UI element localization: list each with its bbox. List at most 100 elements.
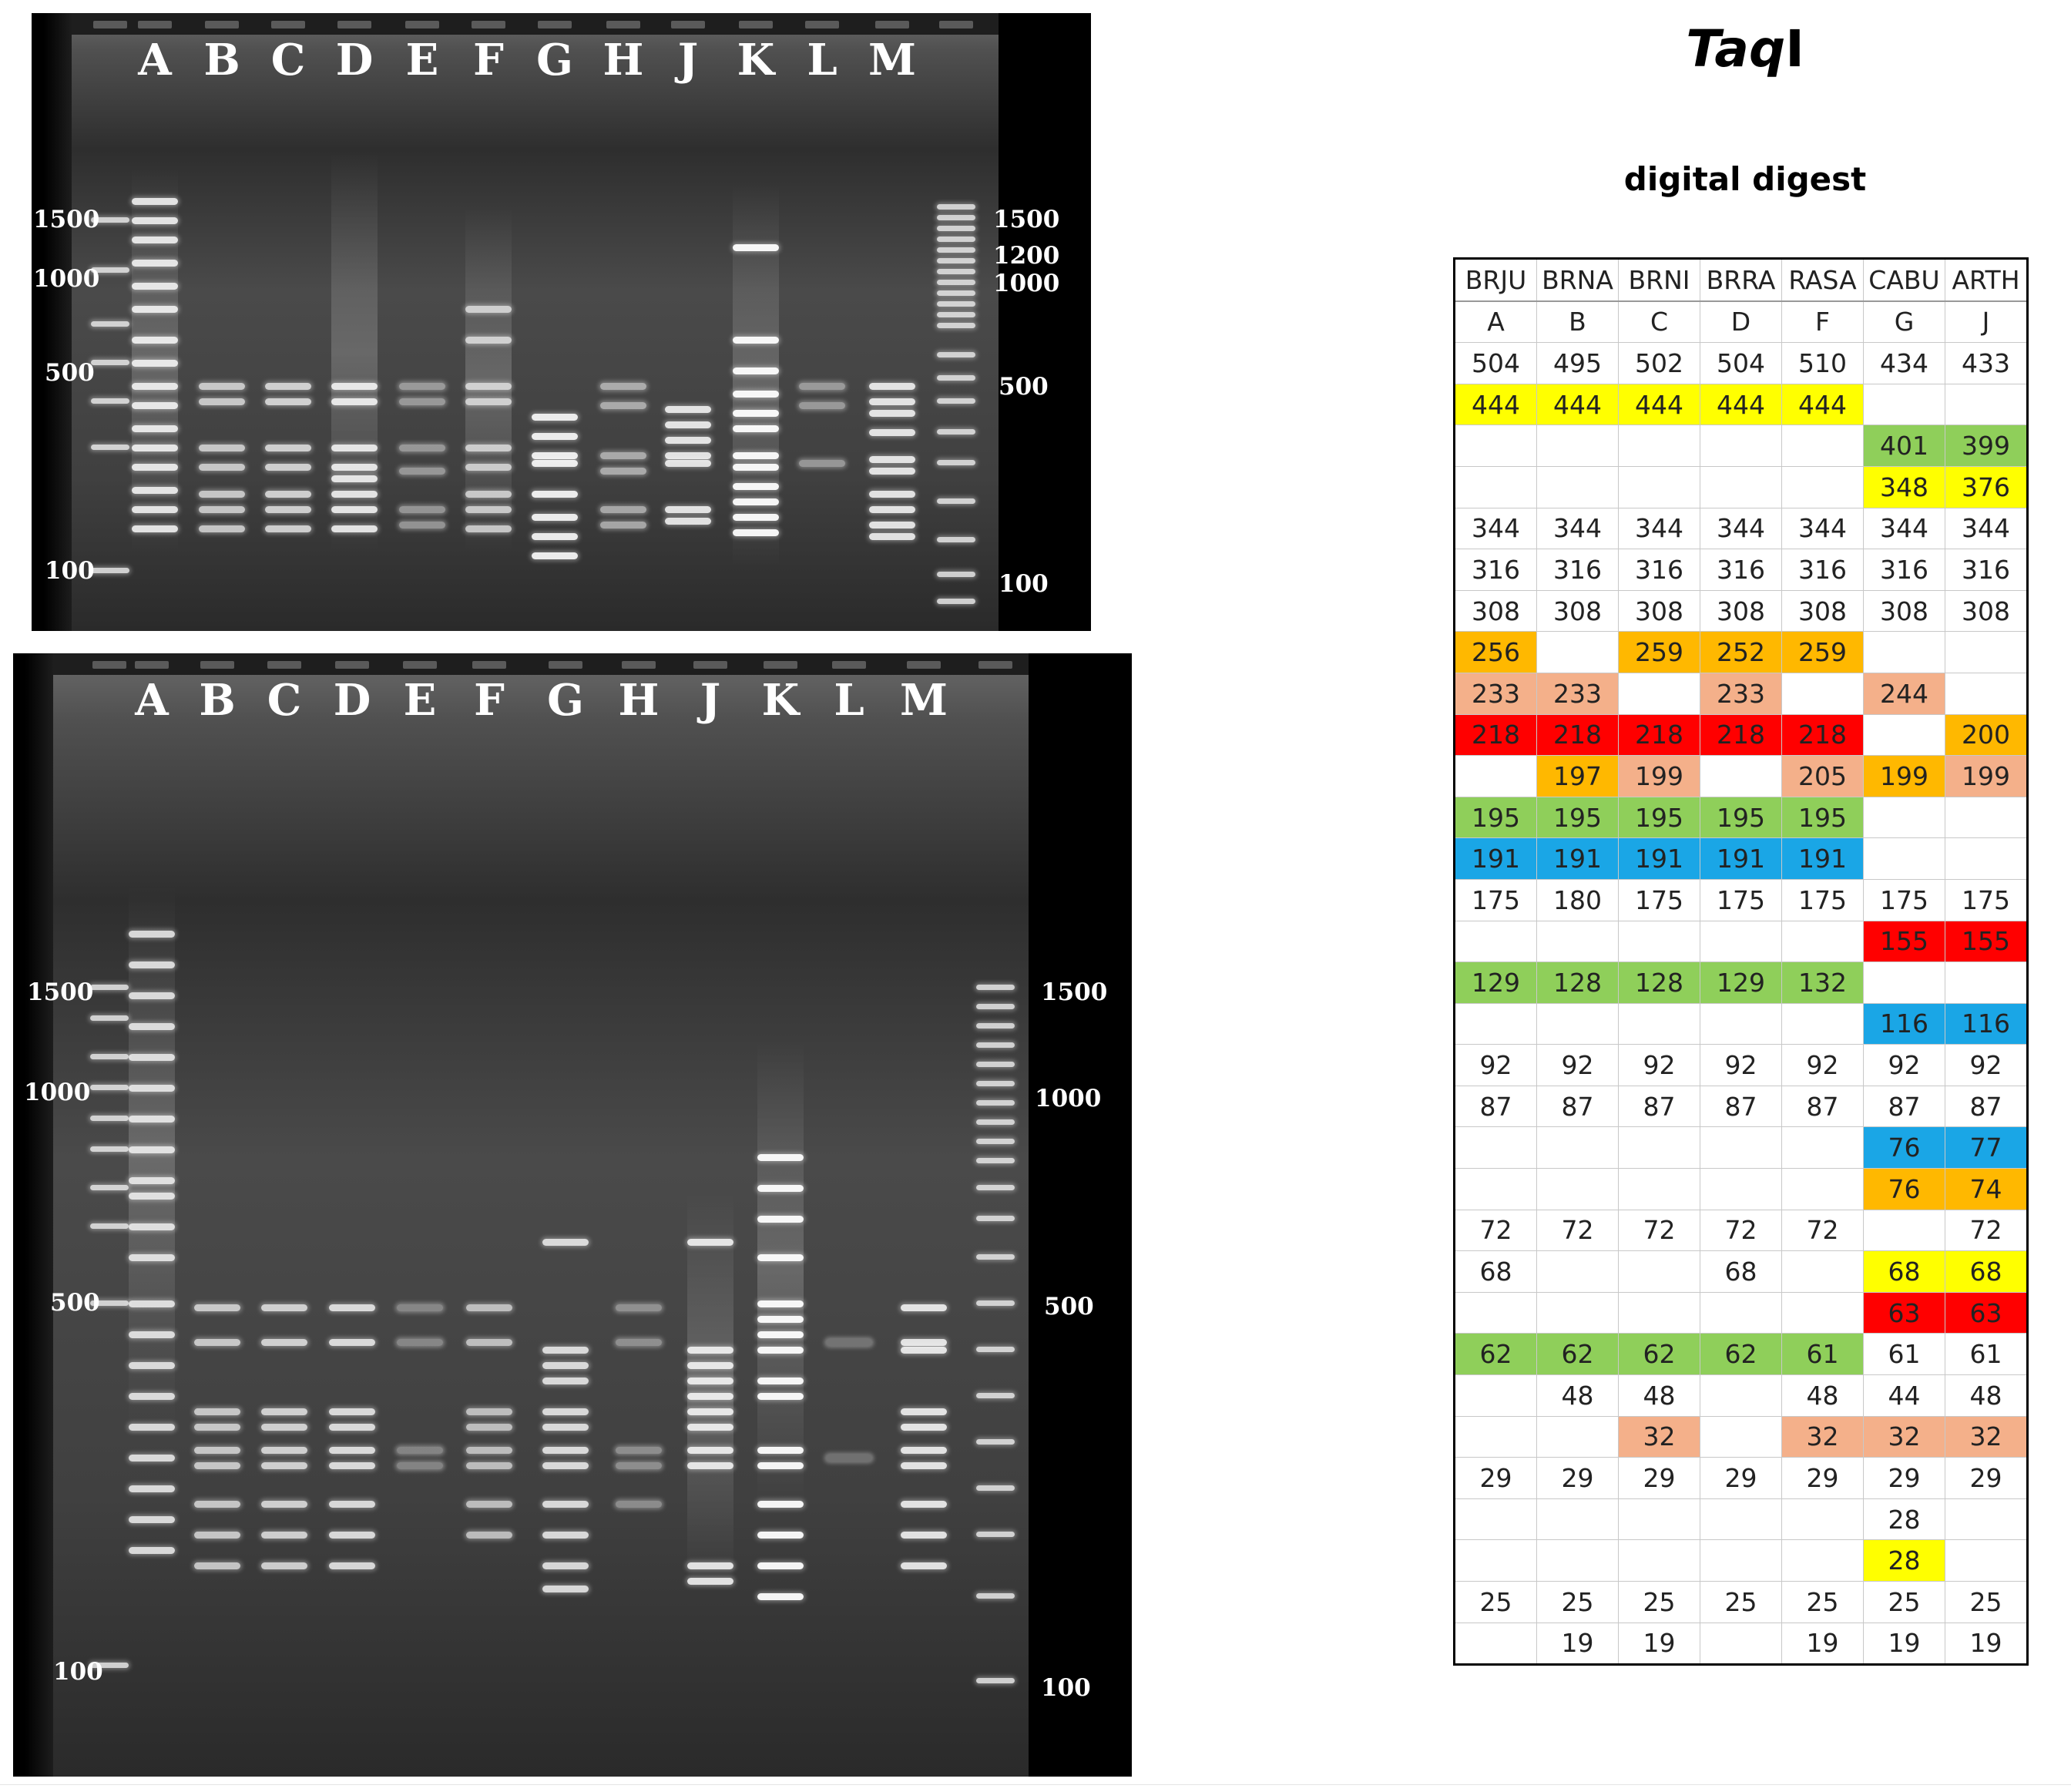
dna-band	[465, 506, 512, 513]
fragment-cell: 61	[1945, 1333, 2028, 1376]
dna-band	[399, 522, 445, 529]
gel-well	[337, 21, 371, 29]
table-row: 195 195 195 195 195	[1454, 796, 2028, 839]
fragment-cell	[1700, 425, 1782, 467]
fragment-cell: 191	[1700, 837, 1782, 880]
fragment-cell: 434	[1863, 342, 1945, 384]
fragment-cell: 308	[1700, 589, 1782, 633]
table-row: 316 316 316 316 316 316 316	[1454, 549, 2028, 591]
gel-well	[875, 21, 909, 29]
fragment-cell	[1454, 1168, 1537, 1210]
dna-band	[129, 1331, 175, 1338]
dna-band	[687, 1378, 733, 1384]
dna-band	[687, 1393, 733, 1400]
dna-band	[397, 1462, 443, 1469]
gel-well	[622, 661, 656, 669]
fragment-cell: 63	[1945, 1291, 2028, 1334]
dna-band	[194, 1462, 240, 1469]
gel-top-right-label-1000: 1000	[993, 270, 1060, 297]
dna-band	[532, 460, 578, 467]
fragment-cell: 61	[1863, 1333, 1945, 1376]
gel-bottom-right-label-100: 100	[1041, 1674, 1091, 1702]
ladder-band	[976, 1593, 1015, 1599]
fragment-cell: 72	[1618, 1209, 1700, 1252]
dna-band	[532, 452, 578, 459]
dna-band	[261, 1339, 307, 1346]
ladder-band	[937, 323, 975, 328]
fragment-cell: 308	[1863, 589, 1945, 633]
fragment-cell	[1945, 961, 2028, 1004]
dna-band	[466, 1501, 512, 1508]
page-bottom-rule	[0, 1784, 2071, 1785]
dna-band	[869, 383, 915, 390]
dna-band	[532, 414, 578, 421]
dna-band	[757, 1331, 804, 1338]
fragment-cell: 308	[1781, 589, 1864, 633]
fragment-cell: 316	[1454, 549, 1537, 591]
dna-band	[129, 1362, 175, 1369]
fragment-cell: 62	[1618, 1333, 1700, 1376]
fragment-cell: 29	[1618, 1457, 1700, 1499]
dna-band	[733, 498, 779, 505]
fragment-cell: 195	[1700, 796, 1782, 839]
ladder-band	[91, 321, 129, 327]
fragment-cell	[1781, 1002, 1864, 1045]
ladder-band	[937, 572, 975, 577]
dna-band	[261, 1501, 307, 1508]
dna-band	[466, 1408, 512, 1415]
dna-band	[466, 1424, 512, 1431]
fragment-cell: 316	[1700, 549, 1782, 591]
dna-band	[901, 1347, 947, 1354]
dna-band	[869, 456, 915, 463]
dna-band	[757, 1447, 804, 1454]
dna-band	[199, 506, 245, 513]
dna-band	[687, 1562, 733, 1569]
fragment-cell: 132	[1781, 961, 1864, 1004]
dna-band	[687, 1408, 733, 1415]
dna-band	[757, 1593, 804, 1600]
ladder-band	[976, 1300, 1015, 1306]
ladder-band	[976, 1139, 1015, 1144]
dna-band	[542, 1378, 589, 1384]
fragment-cell: 175	[1781, 878, 1864, 921]
ladder-band	[937, 375, 975, 381]
dna-band	[799, 402, 845, 409]
fragment-cell: 25	[1700, 1581, 1782, 1623]
dna-band	[194, 1408, 240, 1415]
header-cell: RASA	[1781, 257, 1864, 302]
fragment-cell	[1618, 1002, 1700, 1045]
table-row: 19 19 19 19 19	[1454, 1622, 2028, 1666]
lane-label-f: F	[473, 35, 504, 86]
fragment-cell: 510	[1781, 342, 1864, 384]
ladder-band	[91, 267, 129, 273]
fragment-cell: 199	[1945, 755, 2028, 797]
header-cell: CABU	[1863, 257, 1945, 302]
ladder-band	[937, 599, 975, 604]
dna-band	[329, 1462, 375, 1469]
dna-band	[331, 491, 378, 498]
dna-band	[465, 398, 512, 405]
fragment-cell: 129	[1454, 961, 1537, 1004]
dna-band	[199, 445, 245, 451]
fragment-cell: 116	[1863, 1002, 1945, 1045]
fragment-cell: 32	[1945, 1415, 2028, 1458]
dna-band	[733, 483, 779, 490]
lane-label-l: L	[834, 675, 864, 726]
fragment-cell	[1454, 465, 1537, 508]
dna-band	[397, 1304, 443, 1311]
fragment-cell: 32	[1618, 1415, 1700, 1458]
ladder-band	[976, 1485, 1015, 1491]
dna-band	[132, 237, 178, 243]
fragment-cell: 92	[1781, 1044, 1864, 1086]
ladder-band	[976, 1678, 1015, 1683]
fragment-cell	[1945, 796, 2028, 839]
ladder-band	[976, 1004, 1015, 1009]
fragment-cell: 316	[1781, 549, 1864, 591]
dna-band	[532, 533, 578, 540]
fragment-cell	[1700, 1002, 1782, 1045]
gel-bottom-field	[49, 653, 1029, 1777]
fragment-cell: 195	[1781, 796, 1864, 839]
fragment-cell: 76	[1863, 1126, 1945, 1169]
dna-band	[757, 1501, 804, 1508]
